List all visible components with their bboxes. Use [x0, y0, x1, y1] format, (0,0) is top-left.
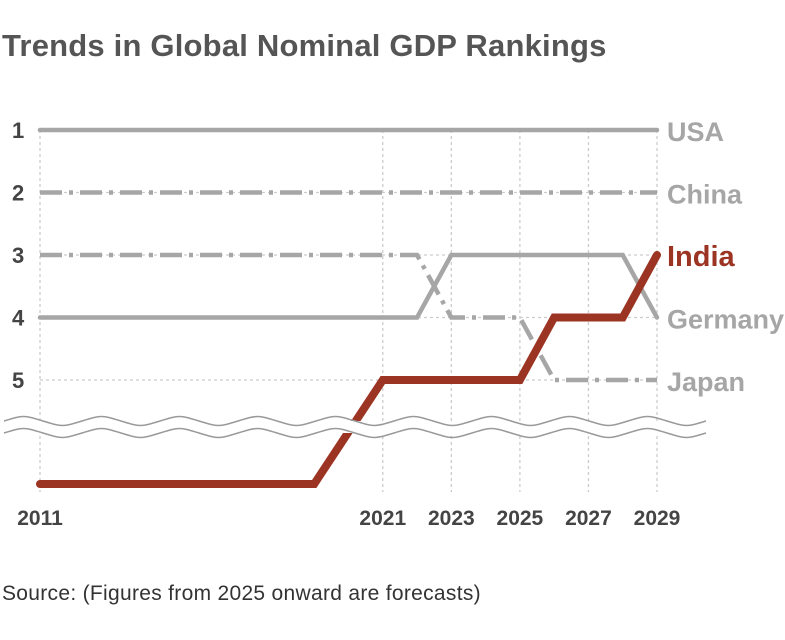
y-tick-label: 2	[12, 181, 24, 206]
chart-title: Trends in Global Nominal GDP Rankings	[2, 28, 607, 63]
y-tick-label: 1	[12, 118, 24, 143]
source-note: Source: (Figures from 2025 onward are fo…	[2, 582, 481, 605]
axis-break-wave-top	[3, 415, 707, 427]
series-label-germany: Germany	[667, 305, 784, 335]
rank-chart: 1 2 3 4 5 2011 2021 2023 2025 2027 2029 USA China Ind…	[0, 117, 785, 530]
x-tick-label: 2025	[497, 507, 544, 530]
y-tick-label: 5	[12, 368, 24, 393]
x-tick-label: 2021	[359, 507, 406, 530]
series-line-india	[36, 251, 661, 488]
series-label-japan: Japan	[667, 367, 745, 397]
x-tick-label: 2029	[634, 507, 681, 530]
x-tick-label: 2027	[565, 507, 612, 530]
y-tick-label: 4	[12, 306, 25, 331]
x-tick-label: 2011	[17, 507, 63, 530]
series-line-germany	[37, 252, 660, 320]
y-tick-label: 3	[12, 243, 24, 268]
axis-break-wave-bottom	[3, 427, 707, 439]
axis-break-gap	[0, 421, 705, 433]
series-label-india: India	[667, 241, 736, 273]
series-line-japan	[40, 252, 657, 383]
x-tick-label: 2023	[428, 507, 475, 530]
series-label-usa: USA	[667, 117, 724, 147]
series-label-china: China	[667, 180, 743, 210]
